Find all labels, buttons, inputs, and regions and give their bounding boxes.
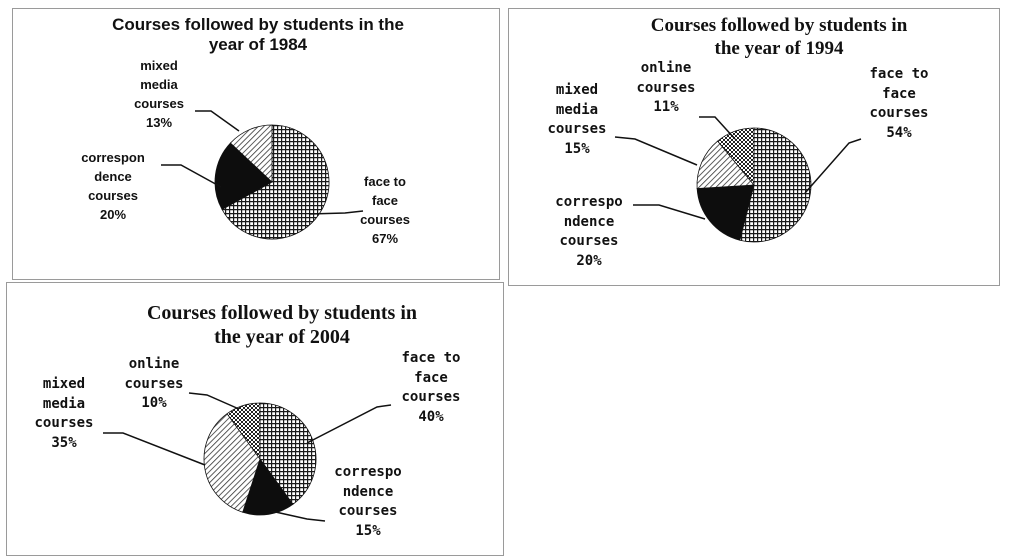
slice-label-line: online	[128, 356, 180, 372]
slice-label-line: face to	[364, 174, 406, 189]
pie-chart-2004: Courses followed by students in the year…	[6, 282, 504, 556]
pie-slice-corr	[696, 184, 755, 241]
slice-label-line: dence	[94, 168, 132, 184]
pie-slice-online	[226, 402, 261, 461]
slice-label-line: courses	[401, 389, 461, 406]
slice-label-value: 54%	[886, 124, 912, 141]
slice-label-value: 13%	[145, 114, 173, 130]
slice-label-corr: correspon dence courses 20%	[65, 149, 161, 224]
slice-label-value: 67%	[371, 230, 399, 246]
slice-label-mixed: mixed media courses 15%	[539, 81, 615, 159]
leader-line-face	[306, 404, 392, 444]
leader-line-online	[188, 392, 240, 410]
slice-label-line: correspo	[555, 194, 623, 210]
slice-label-line: mixed	[555, 82, 599, 98]
slice-label-value: 20%	[99, 206, 127, 222]
slice-label-line: courses	[869, 105, 929, 122]
slice-label-mixed: mixed media courses 35%	[27, 375, 101, 453]
slice-label-corr: correspo ndence courses 15%	[325, 463, 411, 541]
slice-label-line: courses	[636, 79, 696, 96]
pie-slice-face	[739, 127, 812, 243]
chart-title-line: year of 1984	[208, 35, 308, 55]
slice-label-line: media	[140, 76, 178, 92]
pie-svg	[103, 392, 392, 522]
slice-label-line: face to	[401, 350, 461, 366]
slice-label-line: correspon	[81, 150, 145, 165]
slice-label-line: courses	[134, 95, 184, 111]
chart-title-line: the year of 2004	[214, 326, 350, 348]
slice-label-value: 20%	[576, 252, 602, 269]
leader-line-mixed	[195, 110, 240, 132]
slice-label-value: 35%	[51, 434, 77, 451]
pie-slice-face	[221, 124, 330, 240]
slice-label-line: face	[882, 85, 916, 102]
leader-line-mixed	[614, 136, 698, 166]
slice-label-value: 10%	[141, 395, 167, 412]
slice-label-line: ndence	[342, 483, 394, 500]
slice-label-mixed: mixed media courses 13%	[133, 57, 185, 132]
slice-label-line: courses	[559, 233, 619, 250]
slice-label-line: ndence	[563, 213, 615, 230]
pie-slice-online	[717, 127, 755, 187]
slice-label-corr: correspo ndence courses 20%	[545, 193, 633, 271]
slice-label-line: face	[414, 369, 448, 386]
slice-label-value: 11%	[653, 99, 679, 116]
slice-label-value: 15%	[564, 140, 590, 157]
chart-title: Courses followed by students in the year…	[63, 15, 453, 56]
pie-slice-corr	[242, 458, 294, 516]
slice-label-line: courses	[88, 187, 138, 203]
leader-line-face	[804, 138, 862, 194]
leader-line-corr	[633, 204, 706, 220]
slice-label-line: mixed	[140, 58, 178, 73]
slice-label-value: 40%	[418, 408, 444, 425]
pie-slice-mixed	[203, 413, 261, 513]
pie-slice-corr	[214, 142, 273, 211]
slice-label-online: online courses 10%	[119, 355, 189, 414]
pie-chart-1994: Courses followed by students in the year…	[508, 8, 1000, 286]
chart-title-line: Courses followed by students in	[146, 302, 418, 324]
pie-slice-face	[259, 402, 317, 505]
slice-label-line: media	[42, 395, 86, 412]
chart-title-line: Courses followed by students in	[650, 15, 908, 36]
slice-label-line: courses	[124, 375, 184, 392]
leader-line-face	[308, 210, 364, 215]
chart-title: Courses followed by students in the year…	[77, 301, 487, 349]
slice-label-line: correspo	[334, 464, 402, 480]
slice-label-line: courses	[338, 503, 398, 520]
leader-line-corr	[270, 510, 326, 522]
slice-label-line: face	[371, 192, 399, 208]
slice-label-line: courses	[360, 211, 410, 227]
slice-label-face: face to face courses 40%	[391, 349, 471, 427]
slice-label-line: courses	[547, 121, 607, 138]
leader-line-online	[699, 116, 736, 140]
slice-label-line: mixed	[42, 376, 86, 392]
slice-label-value: 15%	[355, 522, 381, 539]
slice-label-line: face to	[869, 66, 929, 82]
slice-label-line: media	[555, 101, 599, 118]
pie-svg	[161, 110, 364, 240]
slice-label-line: online	[640, 60, 692, 76]
leader-line-corr	[161, 164, 222, 188]
slice-label-line: courses	[34, 415, 94, 432]
pie-svg	[614, 116, 862, 243]
chart-title-line: Courses followed by students in the	[112, 15, 404, 34]
chart-title-line: the year of 1994	[714, 37, 844, 59]
pie-slice-mixed	[229, 124, 273, 183]
slice-label-online: online courses 11%	[631, 59, 701, 118]
slice-label-face: face to face courses 54%	[859, 65, 939, 143]
chart-title: Courses followed by students in the year…	[579, 15, 979, 61]
pie-slice-mixed	[696, 140, 755, 190]
leader-line-mixed	[103, 432, 206, 466]
slice-label-face: face to face courses 67%	[351, 173, 419, 248]
pie-chart-1984: Courses followed by students in the year…	[12, 8, 500, 280]
